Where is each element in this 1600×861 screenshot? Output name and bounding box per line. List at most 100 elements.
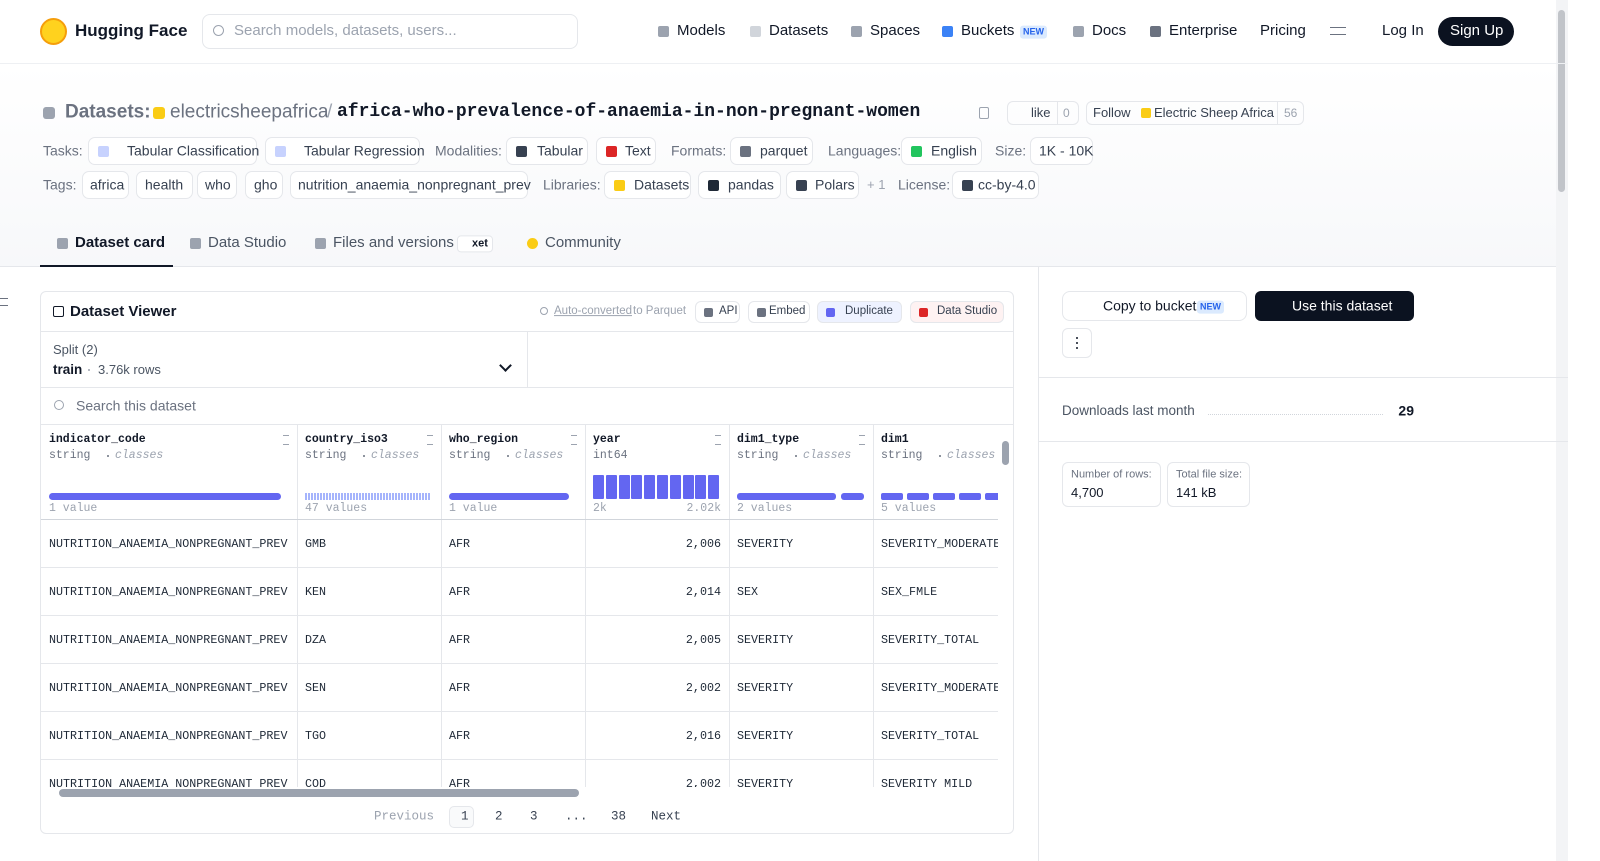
column-detail: classes: [371, 449, 420, 463]
tab[interactable]: Dataset card: [75, 234, 166, 251]
icon: [919, 307, 928, 317]
nav-link[interactable]: Spaces: [870, 22, 921, 39]
more-dot: [1076, 342, 1078, 344]
graph-stripe: [311, 493, 313, 500]
column-stats: 1 value: [49, 502, 98, 516]
nav-link[interactable]: Models: [677, 22, 726, 39]
icon: [516, 145, 527, 157]
viewer-action[interactable]: [910, 301, 1004, 323]
like-button[interactable]: [1007, 101, 1079, 125]
graph-stripe: [350, 493, 352, 500]
tab[interactable]: Files and versions: [333, 234, 454, 251]
cell: SEVERITY_MODERATE: [881, 536, 998, 551]
sort-icon[interactable]: [283, 435, 289, 445]
login[interactable]: Log In: [1382, 22, 1424, 39]
page[interactable]: 1: [461, 809, 469, 824]
nav-link[interactable]: Pricing: [1260, 22, 1306, 39]
chip[interactable]: [265, 137, 420, 165]
nav-link[interactable]: Datasets: [769, 22, 829, 39]
use-button[interactable]: [1255, 291, 1414, 321]
sort-icon[interactable]: [427, 435, 433, 445]
cell: SEVERITY: [737, 776, 794, 787]
viewer-action[interactable]: [748, 301, 810, 323]
column-name[interactable]: indicator_code: [49, 433, 146, 447]
viewer-action[interactable]: [817, 301, 902, 323]
cell: NUTRITION_ANAEMIA_NONPREGNANT_PREV: [49, 728, 288, 743]
dataset-search[interactable]: Search this dataset: [76, 397, 196, 414]
type-dot: [795, 455, 797, 457]
page[interactable]: 3: [530, 809, 538, 824]
chip[interactable]: [136, 171, 193, 199]
copy-icon[interactable]: [979, 107, 989, 119]
chip[interactable]: [88, 137, 257, 165]
follow-button[interactable]: [1086, 101, 1304, 125]
chip[interactable]: [596, 137, 656, 165]
column-detail: classes: [515, 449, 564, 463]
graph-stripe: [428, 493, 430, 500]
cell: NUTRITION_ANAEMIA_NONPREGNANT_PREV: [49, 776, 288, 787]
owner[interactable]: electricsheepafrica: [170, 101, 329, 123]
auto-converted[interactable]: Auto-converted: [554, 305, 632, 318]
column-name[interactable]: year: [593, 433, 621, 447]
nav-link[interactable]: Enterprise: [1169, 22, 1238, 39]
column-name[interactable]: country_iso3: [305, 433, 388, 447]
meta-label: Tasks:: [43, 142, 83, 159]
side-menu-icon[interactable]: [0, 298, 8, 306]
chip[interactable]: [1030, 137, 1093, 165]
icon: [962, 179, 973, 191]
sort-icon[interactable]: [859, 435, 865, 445]
graph-bar: [695, 475, 707, 499]
column-name[interactable]: who_region: [449, 433, 519, 447]
signup-button[interactable]: [1438, 17, 1514, 46]
graph-stripe: [422, 493, 424, 500]
cell: NUTRITION_ANAEMIA_NONPREGNANT_PREV: [49, 584, 288, 599]
meta-label: Size:: [995, 142, 1027, 159]
viewer-action[interactable]: [695, 301, 740, 323]
type-dot: [507, 455, 509, 457]
previous[interactable]: Previous: [374, 809, 435, 824]
nav-link[interactable]: Docs: [1092, 22, 1127, 39]
graph-stripe: [383, 493, 385, 500]
cell: 2,005: [685, 632, 721, 647]
table-top-border: [41, 424, 1013, 425]
signup[interactable]: Sign Up: [1450, 22, 1504, 39]
chip[interactable]: [82, 171, 129, 199]
cell: AFR: [449, 728, 471, 743]
graph-bar: [657, 475, 668, 499]
column-name[interactable]: dim1: [881, 433, 909, 447]
meta-label: Languages:: [828, 142, 902, 159]
cell: NUTRITION_ANAEMIA_NONPREGNANT_PREV: [49, 680, 288, 695]
tab[interactable]: Data Studio: [208, 234, 287, 251]
graph-stripe: [353, 493, 355, 500]
nav-link[interactable]: Buckets: [961, 22, 1015, 39]
chip[interactable]: [290, 171, 528, 199]
split-divider: [527, 332, 528, 387]
cell: 2,016: [685, 728, 721, 743]
graph-stripe: [308, 493, 310, 500]
downloads: 29: [1398, 402, 1414, 419]
graph-stripe: [338, 493, 340, 500]
page[interactable]: 2: [495, 809, 503, 824]
next[interactable]: Next: [651, 809, 682, 824]
chip[interactable]: [197, 171, 237, 199]
page[interactable]: 38: [611, 809, 627, 824]
type-dot: [107, 455, 109, 457]
sort-icon[interactable]: [715, 435, 721, 445]
menu-icon[interactable]: [1330, 27, 1346, 35]
chip[interactable]: [245, 171, 283, 199]
more-button[interactable]: [1062, 328, 1092, 358]
icon: [606, 145, 617, 157]
logo: [40, 18, 67, 45]
graph-stripe: [416, 493, 418, 500]
chip-text: cc-by-4.0: [978, 176, 1036, 193]
column-name[interactable]: dim1_type: [737, 433, 800, 447]
tab[interactable]: Community: [545, 234, 621, 251]
brand[interactable]: Hugging Face: [75, 20, 188, 40]
search-box[interactable]: [202, 14, 578, 49]
sort-icon[interactable]: [571, 435, 577, 445]
copy-button[interactable]: [1062, 291, 1247, 321]
graph-bar: [669, 475, 681, 499]
page[interactable]: ...: [565, 809, 588, 824]
column-max: 2.02k: [686, 502, 721, 516]
graph-stripe: [425, 493, 427, 500]
